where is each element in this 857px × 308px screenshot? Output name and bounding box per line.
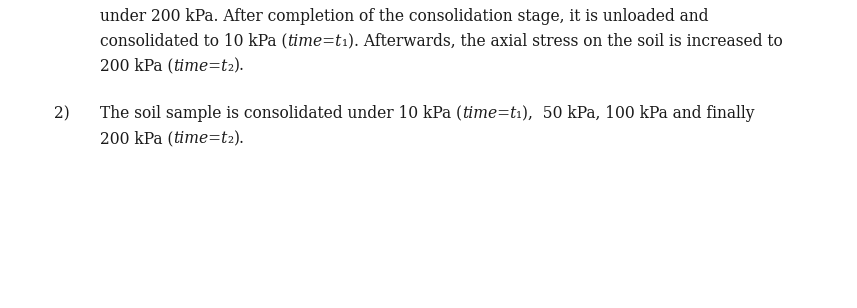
Text: 2): 2)	[54, 105, 69, 122]
Text: consolidated to 10 kPa (: consolidated to 10 kPa (	[100, 33, 287, 50]
Text: time=t: time=t	[173, 58, 228, 75]
Text: ₂: ₂	[228, 130, 234, 147]
Text: under 200 kPa. After completion of the consolidation stage, it is unloaded and: under 200 kPa. After completion of the c…	[100, 8, 709, 25]
Text: 200 kPa (: 200 kPa (	[100, 58, 173, 75]
Text: time=t: time=t	[462, 105, 517, 122]
Text: time=t: time=t	[173, 130, 228, 147]
Text: ₁: ₁	[517, 105, 523, 122]
Text: ₁: ₁	[342, 33, 348, 50]
Text: 200 kPa (: 200 kPa (	[100, 130, 173, 147]
Text: ₂: ₂	[228, 58, 234, 75]
Text: ).: ).	[234, 130, 245, 147]
Text: ). Afterwards, the axial stress on the soil is increased to: ). Afterwards, the axial stress on the s…	[348, 33, 782, 50]
Text: ),  50 kPa, 100 kPa and finally: ), 50 kPa, 100 kPa and finally	[523, 105, 755, 122]
Text: time=t: time=t	[287, 33, 342, 50]
Text: ).: ).	[234, 58, 245, 75]
Text: The soil sample is consolidated under 10 kPa (: The soil sample is consolidated under 10…	[100, 105, 462, 122]
